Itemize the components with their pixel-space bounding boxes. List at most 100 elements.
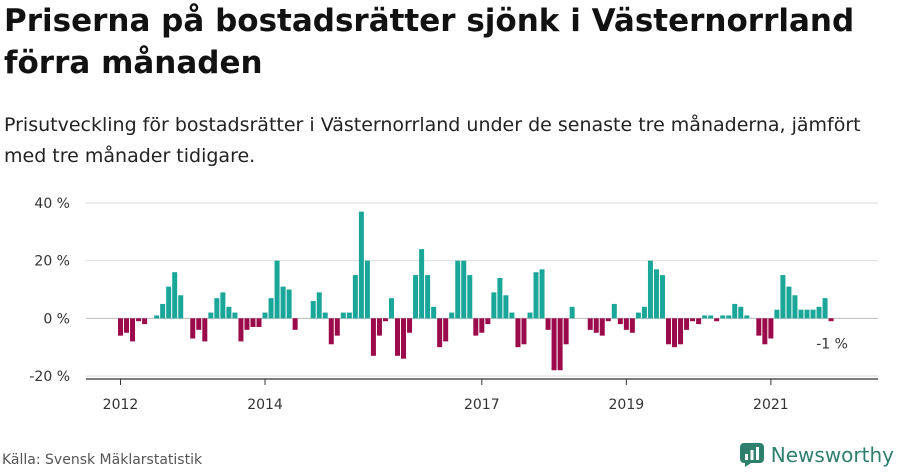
bar [563, 318, 569, 345]
bar [816, 306, 822, 319]
x-tick-label: 2017 [464, 397, 500, 413]
bar [666, 318, 671, 345]
bar [178, 295, 184, 319]
bar [364, 260, 370, 319]
bar [455, 260, 461, 319]
newsworthy-logo-icon [739, 443, 764, 467]
bar [467, 275, 473, 319]
bar [647, 260, 653, 319]
bar [244, 318, 250, 330]
bar [557, 318, 563, 371]
chart-title: Priserna på bostadsrätter sjönk i Väster… [4, 3, 855, 81]
last-value-label: -1 % [816, 336, 848, 352]
bar [256, 318, 262, 327]
bar [443, 318, 449, 342]
bar [382, 318, 388, 322]
bar [521, 318, 527, 345]
bar [136, 318, 142, 322]
bar [485, 318, 491, 325]
bar [714, 318, 720, 322]
x-tick-label: 2012 [103, 397, 139, 413]
bar [593, 318, 599, 333]
source-note: Källa: Svensk Mäklarstatistik [2, 452, 203, 468]
bar [238, 318, 244, 342]
bar [708, 315, 714, 319]
x-tick-label: 2019 [609, 397, 645, 413]
bar [635, 312, 641, 319]
bar [461, 260, 467, 319]
bar [142, 318, 148, 325]
bar [358, 211, 364, 319]
bar [720, 315, 726, 319]
bar [449, 312, 455, 319]
bar [828, 318, 834, 322]
bar [352, 275, 358, 319]
bar [617, 318, 623, 325]
x-tick-label: 2014 [247, 397, 283, 413]
brand-logo: Newsworthy [739, 440, 894, 470]
bar [166, 286, 172, 319]
bar [623, 318, 629, 330]
bar [401, 318, 407, 359]
bar [738, 306, 744, 319]
bar [702, 315, 708, 319]
bar [232, 312, 238, 319]
y-tick-label: -20 % [29, 369, 70, 385]
bar [316, 292, 322, 319]
bar [768, 318, 774, 339]
bar [346, 312, 352, 319]
bar [684, 318, 690, 330]
bar [220, 292, 226, 319]
bar [160, 303, 166, 319]
bar [641, 306, 647, 319]
bar [340, 312, 346, 319]
bar [292, 318, 298, 330]
bar [202, 318, 208, 342]
bar [792, 295, 798, 319]
bar [280, 286, 286, 319]
bar [334, 318, 340, 336]
bar [154, 315, 160, 319]
bar [780, 275, 786, 319]
bar [690, 318, 696, 322]
bar [226, 306, 232, 319]
bar [509, 312, 515, 319]
bar [130, 318, 136, 342]
bar [515, 318, 521, 348]
bar [425, 275, 431, 319]
bar [653, 269, 659, 319]
bar [732, 303, 738, 319]
bar [539, 269, 545, 319]
x-tick-label: 2021 [753, 397, 789, 413]
bar [672, 318, 678, 348]
bar [744, 315, 750, 319]
bar [328, 318, 334, 345]
bar [190, 318, 196, 339]
bar [774, 309, 780, 319]
bar [310, 301, 316, 319]
bar [376, 318, 382, 336]
bar [118, 318, 123, 336]
bar [696, 318, 702, 325]
y-tick-label: 20 % [34, 254, 70, 270]
bar [810, 309, 816, 319]
y-tick-label: 0 % [43, 311, 70, 327]
bar [479, 318, 485, 333]
bar [822, 298, 828, 319]
bar [250, 318, 256, 327]
bar [274, 260, 280, 319]
bar [268, 298, 274, 319]
bar [419, 249, 425, 319]
bar [756, 318, 762, 336]
bar [214, 298, 220, 319]
bar [599, 318, 605, 336]
bar [605, 318, 611, 322]
bar [527, 312, 533, 319]
brand-name: Newsworthy [770, 443, 894, 467]
bar [431, 306, 437, 319]
bar [124, 318, 130, 333]
bar [611, 303, 617, 319]
bar [286, 289, 292, 319]
bar [629, 318, 635, 333]
y-tick-label: 40 % [34, 196, 70, 212]
